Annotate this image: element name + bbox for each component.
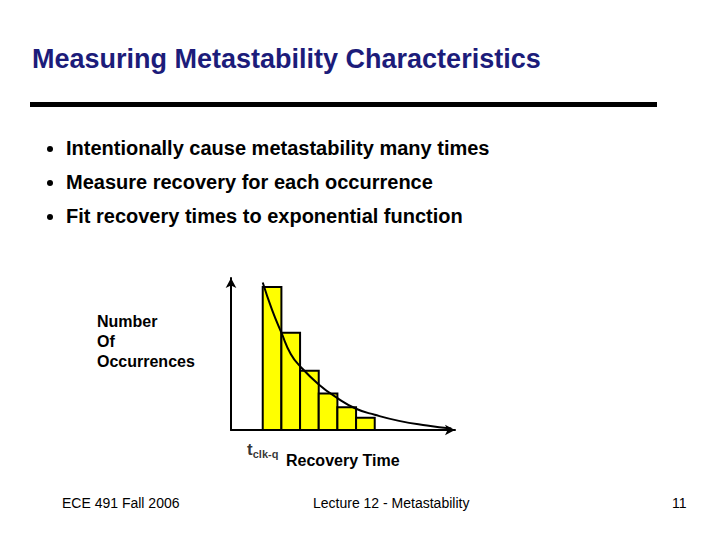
html-text:ECE 491 Fall 2006: ECE 491 Fall 2006 <box>62 495 180 511</box>
html-text:Intentionally cause metastabil: Intentionally cause metastability many t… <box>66 137 490 159</box>
svg-text:Occurrences: Occurrences <box>97 353 195 370</box>
html-text:Measuring Metastability Charac: Measuring Metastability Characteristics <box>32 44 541 74</box>
svg-text:Of: Of <box>97 333 115 350</box>
html-text:Fit recovery times to exponent: Fit recovery times to exponential functi… <box>66 205 463 227</box>
html-text:11: 11 <box>672 495 687 511</box>
svg-text:Recovery Time: Recovery Time <box>286 452 400 469</box>
svg-text:clk-q: clk-q <box>253 448 279 460</box>
svg-text:t: t <box>247 440 253 459</box>
html-text:Lecture 12 - Metastability: Lecture 12 - Metastability <box>313 495 470 511</box>
svg-text:Number: Number <box>97 313 157 330</box>
html-text:Measure recovery for each occu: Measure recovery for each occurrence <box>66 171 433 193</box>
